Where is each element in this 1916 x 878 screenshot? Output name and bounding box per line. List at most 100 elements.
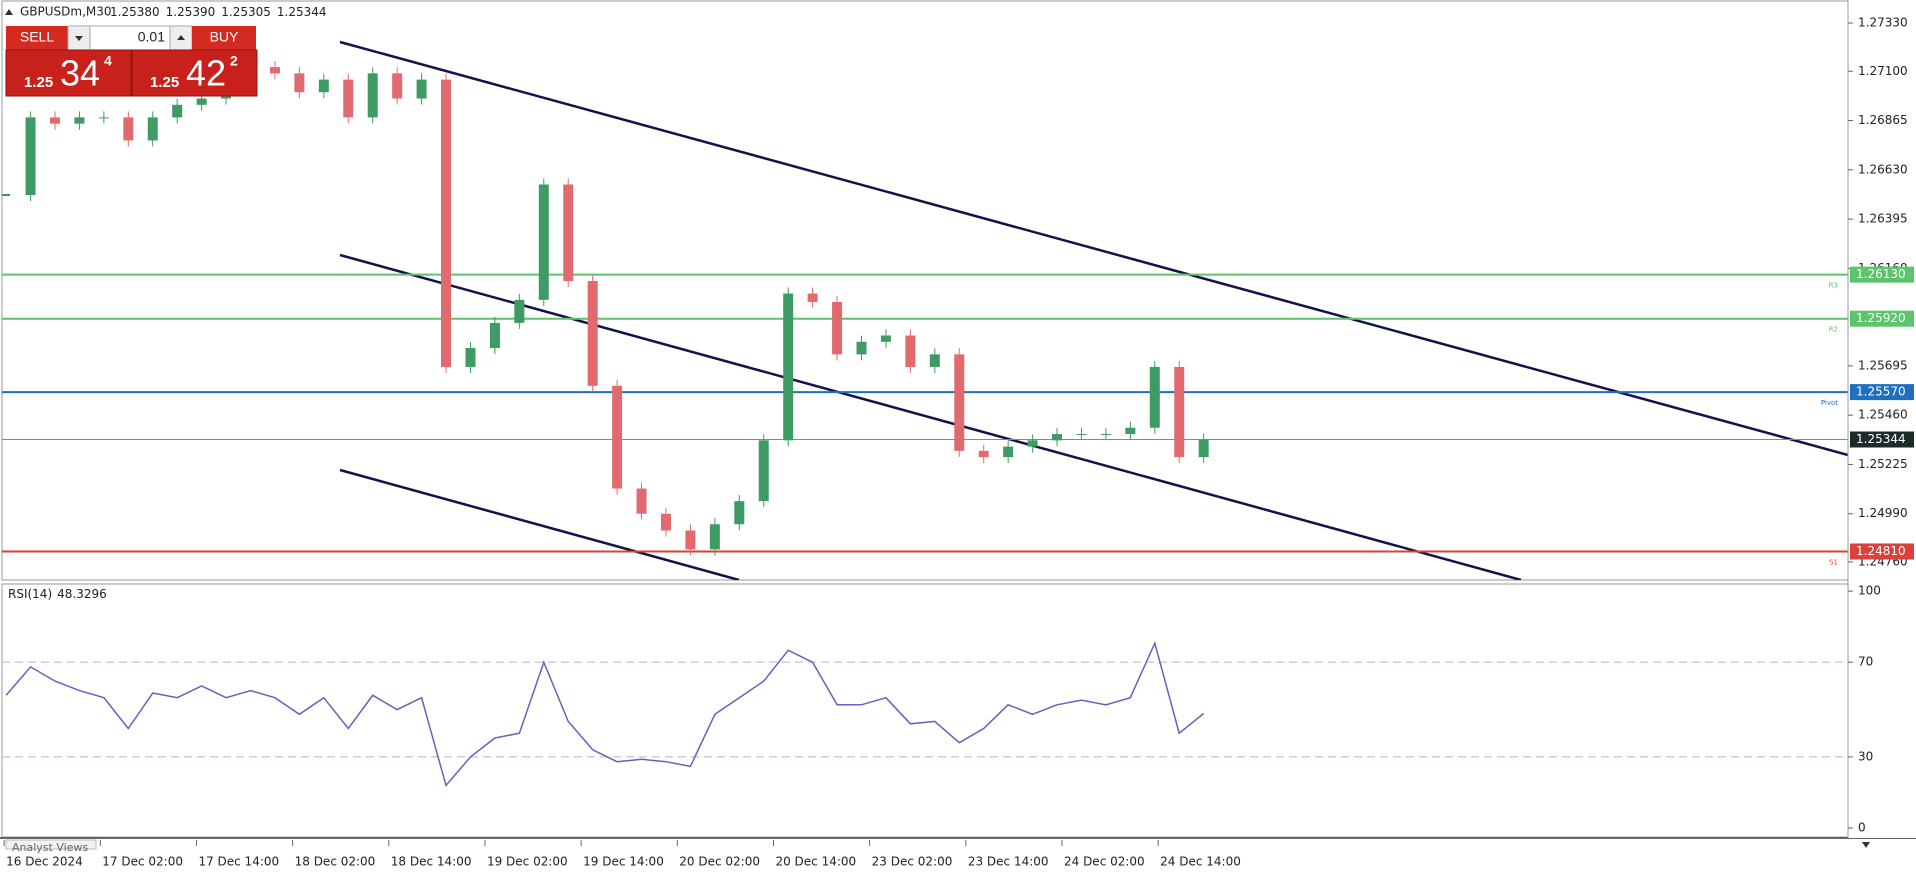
candle-body	[1100, 434, 1111, 436]
candle-body	[636, 488, 647, 514]
candle-body	[172, 104, 183, 118]
channel	[339, 40, 1848, 580]
candle-body	[929, 354, 940, 367]
trend-line	[339, 40, 1848, 457]
lot-input[interactable]	[89, 25, 171, 51]
tab-label[interactable]: Analyst Views	[12, 841, 88, 854]
rsi-tick-label: 0	[1858, 820, 1866, 834]
arrow-up	[177, 35, 185, 40]
x-tick-label: 18 Dec 14:00	[391, 855, 472, 869]
candle-body	[954, 354, 965, 451]
candle-body	[1003, 446, 1014, 458]
x-tick-label: 23 Dec 02:00	[872, 855, 953, 869]
candle-body	[832, 301, 843, 355]
level-tag	[1850, 310, 1914, 327]
sell-price-box[interactable]	[5, 49, 132, 97]
y-tick-label: 1.26630	[1858, 162, 1908, 176]
candle-body	[1027, 440, 1038, 447]
level-tag	[1850, 384, 1914, 401]
level-tag-label: 1.24810	[1856, 544, 1906, 558]
candle-body	[660, 513, 671, 531]
candle-body	[465, 348, 476, 367]
price-axis-bg	[1848, 0, 1916, 838]
candle-body	[612, 385, 623, 489]
rsi: RSI(14) 48.3296	[2, 587, 1848, 787]
tab[interactable]	[5, 839, 97, 850]
ohlc-value: 1.25380	[110, 5, 160, 19]
ohlc-value: 1.25390	[166, 5, 216, 19]
trend-line	[339, 468, 740, 580]
candle-body	[1125, 427, 1136, 435]
candle-body	[1149, 366, 1160, 428]
candle-body	[25, 117, 36, 195]
rsi-tick-label: 30	[1858, 749, 1873, 763]
rsi-name: RSI(14)	[8, 587, 52, 601]
y-tick-label: 1.27330	[1858, 16, 1908, 30]
candle-body	[563, 184, 574, 281]
candle-body	[514, 299, 525, 323]
scroll-icon[interactable]	[1862, 842, 1870, 848]
x-tick-label: 18 Dec 02:00	[295, 855, 376, 869]
candle-body	[1076, 434, 1087, 436]
level-tag-label: 1.25920	[1856, 311, 1906, 325]
x-tick-label: 19 Dec 02:00	[487, 855, 568, 869]
candle-body	[98, 117, 109, 119]
candle-body	[367, 73, 378, 118]
y-tick-label: 1.24990	[1858, 506, 1908, 520]
candle-body	[1174, 366, 1185, 458]
rsi-value: 48.3296	[57, 587, 107, 601]
level-name: R3	[1829, 282, 1838, 290]
x-tick-label: 19 Dec 14:00	[583, 855, 664, 869]
x-tick-label: 17 Dec 14:00	[198, 855, 279, 869]
candle-body	[880, 335, 891, 342]
ohlc: 1.25380 1.25390 1.25305 1.25344	[110, 5, 327, 19]
current-price-label: 1.25344	[1856, 432, 1906, 446]
current-price-tag	[1850, 431, 1914, 448]
x-tick-label: 20 Dec 14:00	[775, 855, 856, 869]
x-tick-label: 16 Dec 2024	[6, 855, 83, 869]
buy-price-box[interactable]	[131, 49, 258, 97]
sell-price-main: 34	[60, 53, 100, 94]
sell-button[interactable]	[6, 26, 68, 50]
candle-body	[1198, 439, 1209, 458]
ohlc-value: 1.25344	[277, 5, 327, 19]
buy-label: BUY	[210, 29, 239, 45]
rsi-line	[5, 640, 1205, 787]
rsi-tick-label: 70	[1858, 655, 1873, 669]
buy-price-small: 2	[230, 53, 238, 69]
x-tick-label: 20 Dec 02:00	[679, 855, 760, 869]
candle-body	[147, 117, 158, 141]
candle-body	[709, 524, 720, 550]
collapse-icon[interactable]	[5, 9, 13, 15]
x-tick-label: 24 Dec 14:00	[1160, 855, 1241, 869]
sell-price-small: 4	[104, 53, 112, 69]
ohlc-value: 1.25305	[221, 5, 271, 19]
candle-body	[441, 79, 452, 367]
candle-body	[538, 184, 549, 300]
buy-price-main: 42	[186, 53, 226, 94]
symbol: GBPUSDm,M30	[20, 5, 112, 19]
candle-body	[294, 73, 305, 93]
level-tag-label: 1.26130	[1856, 267, 1906, 281]
y-tick-label: 1.25695	[1858, 358, 1908, 372]
rsi-title: RSI(14) 48.3296	[8, 587, 107, 601]
candle-body	[318, 79, 329, 93]
buy-price-big: 1.25	[150, 74, 179, 91]
rsi-tick-label: 100	[1858, 584, 1881, 598]
level-tag-label: 1.25570	[1856, 385, 1906, 399]
candle-body	[49, 117, 60, 124]
candle-body	[587, 280, 598, 386]
buy-button[interactable]	[192, 26, 256, 50]
candle-body	[734, 501, 745, 525]
y-tick-label: 1.25225	[1858, 457, 1908, 471]
candle-body	[196, 98, 207, 105]
x-tick-label: 17 Dec 02:00	[102, 855, 183, 869]
candle-body	[685, 530, 696, 550]
y-tick-label: 1.25460	[1858, 408, 1908, 422]
candle-body	[807, 293, 818, 302]
candle-body	[856, 341, 867, 355]
candle-body	[905, 335, 916, 367]
candle-body	[416, 79, 427, 99]
lot-value: 0.01	[138, 29, 165, 45]
sell-price-big: 1.25	[24, 74, 53, 91]
